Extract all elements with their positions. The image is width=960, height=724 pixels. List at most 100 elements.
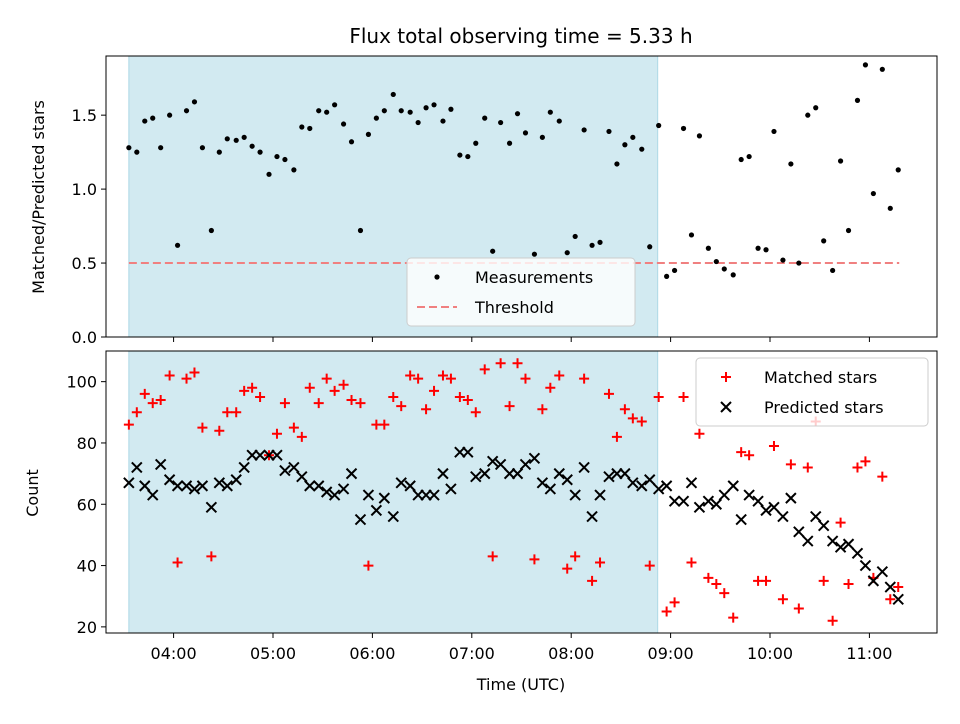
predicted-star-point — [578, 461, 590, 474]
predicted-star-point — [154, 458, 167, 471]
legend-box — [695, 357, 929, 427]
measurement-point — [465, 153, 471, 160]
predicted-star-point — [180, 480, 193, 492]
matched-star-point — [611, 431, 622, 442]
measurement-point — [522, 130, 529, 136]
measurement-point — [813, 105, 819, 111]
predicted-star-point — [437, 467, 449, 480]
measurement-point — [126, 145, 132, 151]
predicted-star-point — [685, 477, 698, 489]
predicted-star-point — [594, 489, 606, 501]
predicted-star-point — [511, 467, 524, 480]
legend-label: Measurements — [475, 268, 593, 287]
measurement-point — [307, 125, 313, 132]
matched-star-point — [155, 395, 166, 406]
matched-star-point — [164, 370, 175, 381]
legend: Matched stars Predicted stars — [695, 357, 929, 427]
predicted-star-point — [636, 480, 648, 492]
measurement-point — [348, 139, 355, 145]
panel-ratio: 0.0 0.5 1.0 1.5 Measurements Threshold — [72, 55, 938, 347]
x-tick-label: 10:00 — [747, 644, 793, 663]
matched-star-point — [529, 554, 540, 565]
matched-star-point — [296, 431, 307, 442]
predicted-star-point — [826, 535, 839, 547]
matched-star-point — [579, 373, 590, 384]
predicted-star-point — [163, 474, 176, 486]
measurement-point — [763, 247, 769, 253]
measurement-point — [365, 131, 372, 137]
measurement-point — [208, 227, 214, 234]
predicted-star-point — [727, 480, 739, 492]
measurement-point — [498, 119, 504, 126]
matched-star-point — [437, 370, 448, 381]
matched-star-point — [802, 462, 813, 473]
matched-star-point — [355, 398, 366, 409]
matched-star-point — [860, 456, 871, 467]
measurement-point — [887, 205, 893, 211]
predicted-star-point — [851, 547, 864, 560]
measurement-point — [490, 248, 496, 254]
predicted-star-point — [603, 470, 615, 483]
matched-star-point — [247, 382, 258, 393]
matched-star-point — [793, 603, 804, 614]
matched-star-point — [719, 588, 730, 599]
matched-star-point — [379, 419, 390, 430]
measurement-point — [539, 134, 545, 140]
matched-star-point — [587, 575, 598, 586]
predicted-star-point — [221, 480, 233, 492]
measurement-point — [862, 62, 869, 68]
measurement-point — [440, 118, 446, 124]
predicted-star-point — [288, 461, 300, 474]
measurement-point — [216, 149, 222, 155]
measurement-point — [299, 124, 305, 130]
measurement-point — [423, 105, 429, 111]
predicted-star-point — [428, 489, 440, 501]
measurement-point — [150, 115, 156, 121]
x-tick-label: 07:00 — [449, 644, 495, 663]
predicted-star-point — [337, 483, 350, 495]
measurement-point — [373, 115, 379, 121]
predicted-star-point — [677, 495, 690, 507]
legend-marker-matched — [721, 372, 731, 382]
measurement-point — [755, 245, 761, 251]
measurement-point — [134, 149, 140, 155]
predicted-star-point — [196, 480, 209, 492]
legend-label: Matched stars — [764, 368, 877, 387]
measurement-point — [671, 267, 678, 274]
matched-star-point — [214, 425, 225, 436]
measurement-point — [721, 266, 727, 272]
predicted-star-point — [586, 510, 598, 523]
matched-star-point — [504, 401, 515, 412]
predicted-star-point — [710, 498, 723, 510]
measurement-point — [771, 128, 777, 135]
predicted-star-point — [892, 593, 904, 605]
matched-star-point — [703, 572, 714, 583]
matched-star-point — [644, 560, 655, 571]
matched-star-point — [189, 367, 200, 378]
matched-star-point — [785, 459, 796, 470]
matched-star-point — [595, 557, 606, 568]
measurement-point — [448, 106, 454, 112]
measurement-point — [390, 91, 396, 98]
matched-star-point — [736, 447, 747, 458]
y-tick-label: 60 — [77, 495, 97, 514]
matched-star-point — [653, 391, 664, 402]
predicted-star-point — [345, 467, 358, 480]
matched-star-point — [172, 557, 183, 568]
matched-star-point — [686, 557, 697, 568]
measurement-point — [845, 227, 852, 234]
predicted-star-point — [271, 449, 283, 461]
measurement-point — [705, 245, 711, 251]
predicted-star-point — [254, 449, 266, 461]
measurement-point — [233, 137, 239, 143]
measurement-point — [895, 167, 901, 173]
matched-star-point — [197, 422, 208, 433]
legend-marker-measurements — [434, 274, 440, 280]
panel-count: 20 40 60 80 100 04:00 05:00 06:00 07:00 08:00 09:0… — [66, 350, 938, 663]
x-tick-label: 06:00 — [349, 644, 395, 663]
matched-star-point — [139, 388, 150, 399]
measurement-point — [556, 118, 562, 124]
x-tick-label: 04:00 — [151, 644, 197, 663]
matched-star-point — [678, 391, 689, 402]
